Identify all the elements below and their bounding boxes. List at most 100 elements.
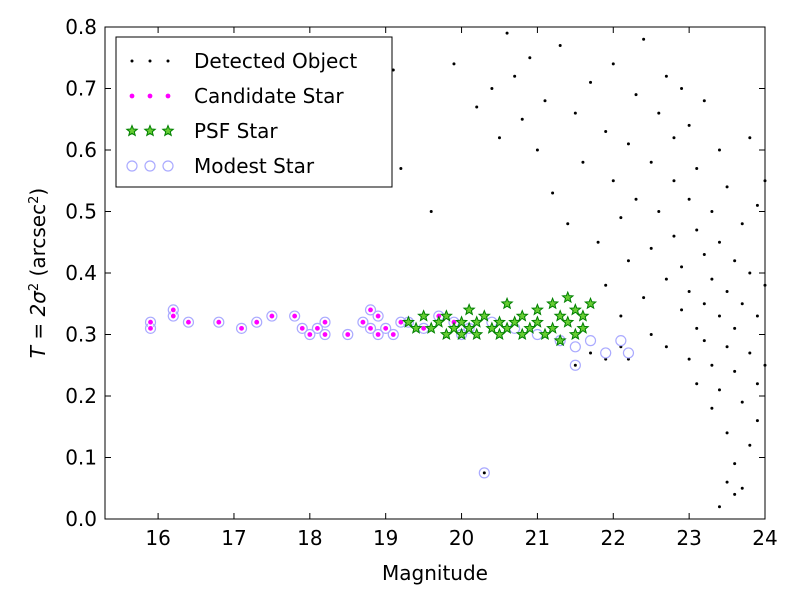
modest-star-point [251, 316, 263, 328]
candidate-star-point [215, 319, 222, 326]
detected-object-point [755, 203, 759, 207]
detected-object-point [710, 277, 714, 281]
detected-object-point [634, 197, 638, 201]
detected-object-point [528, 56, 532, 60]
modest-star-point [311, 322, 324, 334]
detected-object-point [680, 87, 684, 90]
detected-object-point [429, 210, 433, 213]
detected-object-point [680, 308, 684, 312]
detected-object-point [619, 216, 623, 220]
detected-object-point [642, 296, 646, 300]
modest-star-point [213, 316, 225, 328]
y-axis-label-close: ) [26, 188, 50, 196]
detected-object-point [649, 333, 653, 336]
candidate-star-point [299, 325, 306, 332]
detected-object-point [702, 99, 706, 103]
candidate-star-point [170, 312, 177, 320]
y-tick-label: 0.5 [65, 200, 97, 224]
detected-object-point [687, 197, 691, 201]
x-tick-label: 23 [676, 526, 701, 550]
psf-star-point [530, 303, 544, 316]
detected-object-point [566, 222, 570, 226]
psf-star-point [568, 303, 582, 316]
candidate-star-point [321, 319, 329, 326]
psf-star-point [553, 333, 567, 347]
modest-star-point [615, 335, 627, 347]
modest-star-point [235, 322, 248, 334]
candidate-star-point [390, 331, 397, 338]
detected-object-point [717, 388, 721, 392]
detected-object-point [619, 314, 623, 318]
candidate-star-point [420, 325, 427, 332]
x-tick-label: 22 [601, 526, 626, 550]
y-axis-label: T = 2σ2 (arcsec2) [26, 188, 50, 358]
y-axis-label-sup1: 2 [27, 283, 42, 291]
candidate-star-point [238, 325, 245, 332]
modest-star-point [319, 328, 331, 341]
legend-label: Detected Object [194, 49, 357, 73]
detected-object-point [513, 74, 517, 78]
legend-items: Detected Object Candidate Star PSF Star Mod… [125, 49, 357, 178]
detected-object-point [672, 179, 676, 183]
psf-star-point [470, 327, 484, 341]
x-axis-label: Magnitude [382, 561, 488, 585]
modest-star-point [387, 328, 399, 341]
detected-object-point [717, 240, 721, 244]
psf-star-point [561, 290, 575, 304]
candidate-star-point-legend [128, 92, 136, 100]
psf-star-point-legend [161, 124, 175, 137]
candidate-star-point [321, 331, 329, 338]
modest-star-point-legend [126, 160, 138, 172]
psf-star-point [492, 315, 506, 328]
detected-object-point [634, 93, 638, 97]
detected-object-point [733, 259, 737, 263]
detected-object-point [573, 111, 577, 115]
detected-object-point [664, 74, 668, 78]
candidate-star-point [147, 325, 154, 332]
detected-object-point [520, 117, 524, 121]
detected-object-point [695, 166, 699, 170]
candidate-star-point [253, 319, 260, 326]
detected-object-point [687, 357, 691, 361]
psf-star-point [546, 321, 560, 334]
detected-object-point [725, 480, 729, 484]
detected-object-point [664, 277, 668, 281]
modest-star-point [478, 467, 490, 479]
candidate-star-point [344, 331, 351, 338]
psf-star-point [546, 296, 560, 310]
psf-star-point-legend [143, 124, 157, 137]
psf-star-point [530, 315, 544, 328]
detected-object-point [596, 240, 600, 244]
candidate-star-point-legend [164, 92, 172, 100]
detected-object-point [589, 80, 593, 84]
candidate-star-point-legend [146, 92, 154, 100]
detected-object-point [687, 289, 691, 293]
modest-star-point [182, 316, 195, 328]
detected-object-point [725, 185, 729, 189]
detected-object-point [702, 253, 706, 257]
modest-star-point [319, 316, 331, 328]
psf-star-point [462, 303, 476, 316]
psf-star-point [477, 309, 491, 322]
modest-star-point [266, 310, 278, 322]
detected-object-point [649, 160, 653, 164]
detected-object-point [710, 363, 714, 367]
candidate-star-point [367, 306, 374, 314]
detected-object-point [710, 210, 714, 213]
detected-object-point [558, 43, 562, 47]
detected-object-point [748, 351, 752, 355]
candidate-star-point [314, 325, 321, 332]
psf-star-point [561, 315, 575, 328]
modest-star-point [584, 335, 597, 347]
modest-star-point [569, 341, 581, 353]
modest-star-point [342, 328, 354, 341]
candidate-star-point [147, 319, 154, 326]
candidate-star-point [185, 319, 192, 326]
detected-object-point [399, 166, 403, 170]
detected-object-point [626, 259, 630, 263]
legend: Detected Object Candidate Star PSF Star Mod… [115, 36, 393, 188]
detected-object-point [717, 148, 721, 152]
detected-object-point [695, 228, 699, 232]
detected-object-point [748, 136, 752, 140]
